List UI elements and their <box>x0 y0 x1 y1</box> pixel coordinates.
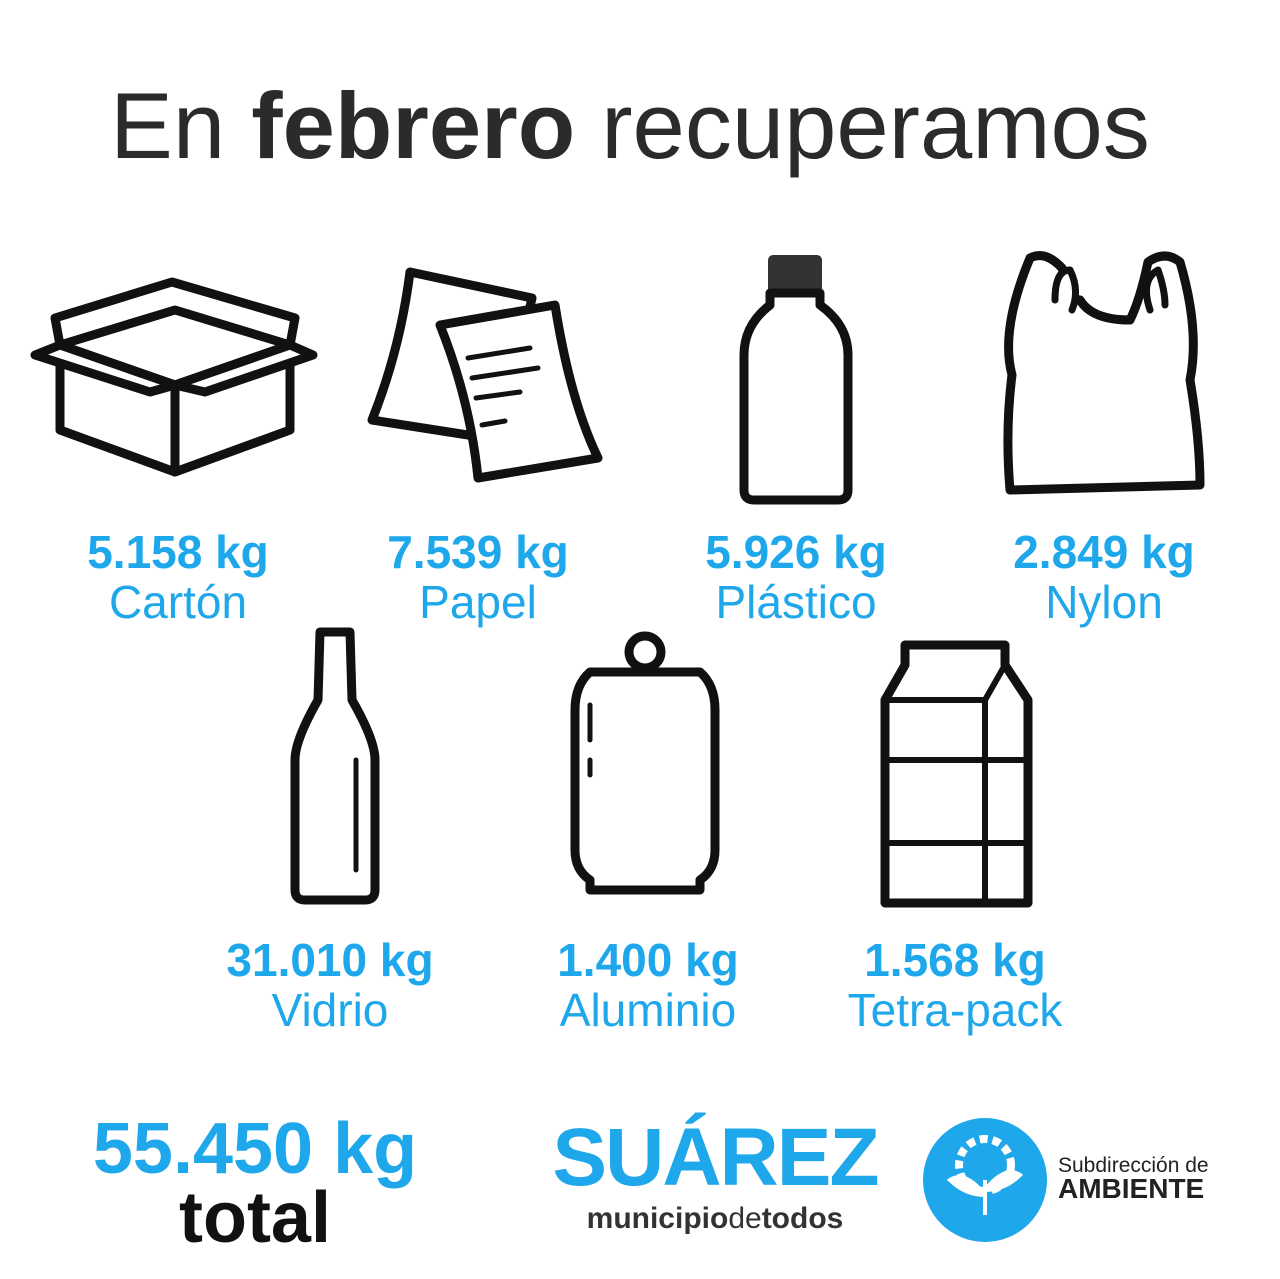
icon-paper <box>367 267 603 483</box>
icon-part <box>570 667 720 895</box>
logo-tagline: municipiodetodos <box>587 1202 844 1235</box>
title-post: recuperamos <box>601 73 1150 178</box>
item-label: Plástico <box>715 576 876 628</box>
icon-part <box>768 255 822 293</box>
item-label: Cartón <box>109 576 247 628</box>
icon-part <box>1051 266 1169 314</box>
icon-box <box>30 277 318 477</box>
item-amount: 7.539 kg <box>387 526 569 578</box>
item-label: Aluminio <box>560 984 736 1036</box>
title: En febrero recuperamos <box>110 73 1150 178</box>
icon-part <box>465 345 541 428</box>
icon-part <box>30 340 180 397</box>
icon-part <box>1003 251 1205 495</box>
item-label: Tetra-pack <box>848 984 1064 1036</box>
item-amount: 1.400 kg <box>557 934 739 986</box>
ambiente-line1: Subdirección de <box>1058 1154 1209 1177</box>
icon-part <box>739 288 853 505</box>
icon-part <box>882 662 1031 906</box>
item-amount: 5.158 kg <box>87 526 269 578</box>
icon-tetra <box>880 640 1033 908</box>
icon-part <box>624 631 666 673</box>
icon-part <box>170 340 318 397</box>
total-amount: 55.450 kg <box>93 1109 417 1189</box>
ambiente-logo <box>923 1118 1047 1242</box>
item-amount: 5.926 kg <box>705 526 887 578</box>
item-amount: 2.849 kg <box>1013 526 1195 578</box>
logo-name: SUÁREZ <box>552 1112 877 1203</box>
logo-tag1: municipio <box>587 1202 729 1235</box>
icon-bag <box>1003 251 1205 495</box>
item-label: Vidrio <box>272 984 389 1036</box>
icon-plastic-bottle <box>739 255 853 505</box>
icon-part <box>880 640 1033 908</box>
icon-part <box>50 277 300 350</box>
logo-tag2: de <box>728 1202 761 1235</box>
icon-glass-bottle <box>290 627 380 905</box>
icon-part <box>290 627 380 905</box>
item-amount: 31.010 kg <box>226 934 433 986</box>
logo-tag3: todos <box>762 1202 844 1235</box>
total-label: total <box>179 1178 331 1258</box>
title-bold: febrero <box>251 73 575 178</box>
ambiente-line2: AMBIENTE <box>1058 1173 1204 1204</box>
title-pre: En <box>110 73 225 178</box>
icon-part <box>946 1170 1024 1215</box>
item-amount: 1.568 kg <box>864 934 1046 986</box>
item-label: Papel <box>419 576 537 628</box>
item-label: Nylon <box>1045 576 1163 628</box>
icon-can <box>570 631 720 895</box>
